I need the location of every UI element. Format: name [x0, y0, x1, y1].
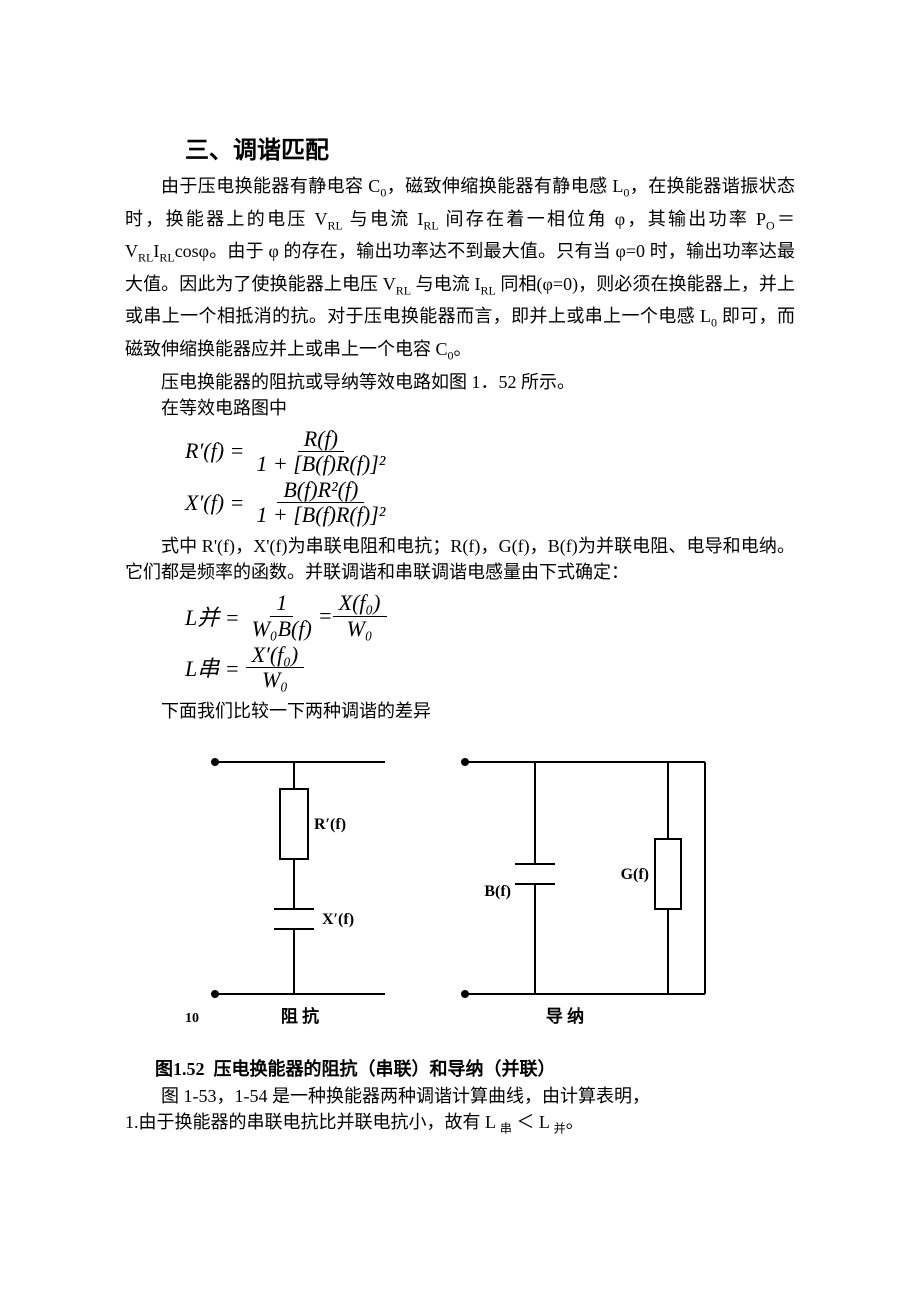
numerator: X′(f₀): [246, 643, 305, 668]
subscript-rl: RL: [159, 251, 174, 265]
denominator: 1 + [B(f)R(f)]²: [250, 452, 391, 476]
equation-r-prime: R′(f) = R(f) 1 + [B(f)R(f)]²: [185, 427, 795, 476]
paragraph-1: 由于压电换能器有静电容 C0，磁致伸缩换能器有静电感 L0，在换能器谐振状态时，…: [125, 173, 795, 369]
numerator: B(f)R²(f): [277, 478, 364, 503]
subscript-rl: RL: [480, 283, 495, 297]
text: 由于压电换能器有静电容 C: [161, 176, 380, 196]
text: 。: [454, 339, 472, 359]
subscript-rl: RL: [138, 251, 153, 265]
eq-lhs: X′(f) =: [185, 490, 250, 516]
fraction: B(f)R²(f) 1 + [B(f)R(f)]²: [250, 478, 391, 527]
paragraph-7: 1.由于换能器的串联电抗比并联电抗小，故有 L 串 ＜ L 并。: [125, 1109, 795, 1142]
paragraph-6: 图 1-53，1-54 是一种换能器两种调谐计算曲线，由计算表明，: [125, 1083, 795, 1109]
svg-text:阻 抗: 阻 抗: [281, 1006, 319, 1026]
denominator: 1 + [B(f)R(f)]²: [250, 503, 391, 527]
figure-caption: 图1.52 压电换能器的阻抗（串联）和导纳（并联）: [155, 1055, 795, 1081]
text: ，磁致伸缩换能器有静电感 L: [386, 176, 623, 196]
equation-block-2: L并 = 1 W₀B(f) = X(f₀) W₀ L串 = X′(f₀) W₀: [185, 591, 795, 692]
svg-text:G(f): G(f): [621, 866, 649, 883]
denominator: W₀: [341, 617, 379, 641]
denominator: W₀: [256, 668, 294, 692]
eq-lhs: L串 =: [185, 651, 246, 683]
text: 间存在着一相位角 φ，其输出功率 P: [439, 209, 766, 229]
fraction: 1 W₀B(f): [246, 591, 318, 640]
fraction: R(f) 1 + [B(f)R(f)]²: [250, 427, 391, 476]
text: 与电流 I: [343, 209, 424, 229]
numerator: 1: [270, 591, 293, 616]
paragraph-5: 下面我们比较一下两种调谐的差异: [125, 698, 795, 724]
svg-text:X′(f): X′(f): [322, 911, 354, 928]
text: ＜ L: [512, 1112, 554, 1132]
figure-number: 图1.52: [155, 1059, 205, 1079]
eq-lhs: R′(f) =: [185, 438, 250, 464]
fraction: X(f₀) W₀: [333, 591, 387, 640]
figure-title: 压电换能器的阻抗（串联）和导纳（并联）: [214, 1059, 556, 1079]
equation-x-prime: X′(f) = B(f)R²(f) 1 + [B(f)R(f)]²: [185, 478, 795, 527]
svg-text:10: 10: [185, 1011, 199, 1026]
equation-l-parallel: L并 = 1 W₀B(f) = X(f₀) W₀: [185, 591, 795, 640]
eq-mid: =: [318, 603, 333, 629]
eq-lhs: L并 =: [185, 600, 246, 632]
circuit-diagram-svg: R′(f) X′(f) 阻 抗 B(f) G(f) 导 纳 10: [185, 734, 745, 1044]
document-page: 三、调谐匹配 由于压电换能器有静电容 C0，磁致伸缩换能器有静电感 L0，在换能…: [0, 0, 920, 1302]
paragraph-2: 压电换能器的阻抗或导纳等效电路如图 1．52 所示。: [125, 369, 795, 395]
figure-1-52: R′(f) X′(f) 阻 抗 B(f) G(f) 导 纳 10: [185, 734, 795, 1049]
subscript-rl: RL: [396, 283, 411, 297]
numerator: R(f): [298, 427, 344, 452]
numerator: X(f₀): [333, 591, 387, 616]
svg-text:R′(f): R′(f): [314, 816, 346, 833]
subscript-o: O: [766, 218, 775, 232]
equation-block-1: R′(f) = R(f) 1 + [B(f)R(f)]² X′(f) = B(f…: [185, 427, 795, 528]
subscript-rl: RL: [423, 218, 438, 232]
subscript-parallel: 并: [554, 1122, 566, 1136]
subscript-series: 串: [500, 1122, 512, 1136]
paragraph-4: 式中 R'(f)，X'(f)为串联电阻和电抗；R(f)，G(f)，B(f)为并联…: [125, 533, 795, 585]
paragraph-3: 在等效电路图中: [125, 395, 795, 421]
subscript-rl: RL: [328, 218, 343, 232]
section-title: 三、调谐匹配: [185, 130, 795, 165]
text: 1.由于换能器的串联电抗比并联电抗小，故有 L: [125, 1112, 500, 1132]
svg-text:导 纳: 导 纳: [546, 1006, 584, 1026]
text: 与电流 I: [411, 274, 480, 294]
svg-text:B(f): B(f): [484, 883, 511, 900]
equation-l-series: L串 = X′(f₀) W₀: [185, 643, 795, 692]
text: 。: [566, 1112, 584, 1132]
fraction: X′(f₀) W₀: [246, 643, 305, 692]
denominator: W₀B(f): [246, 617, 318, 641]
